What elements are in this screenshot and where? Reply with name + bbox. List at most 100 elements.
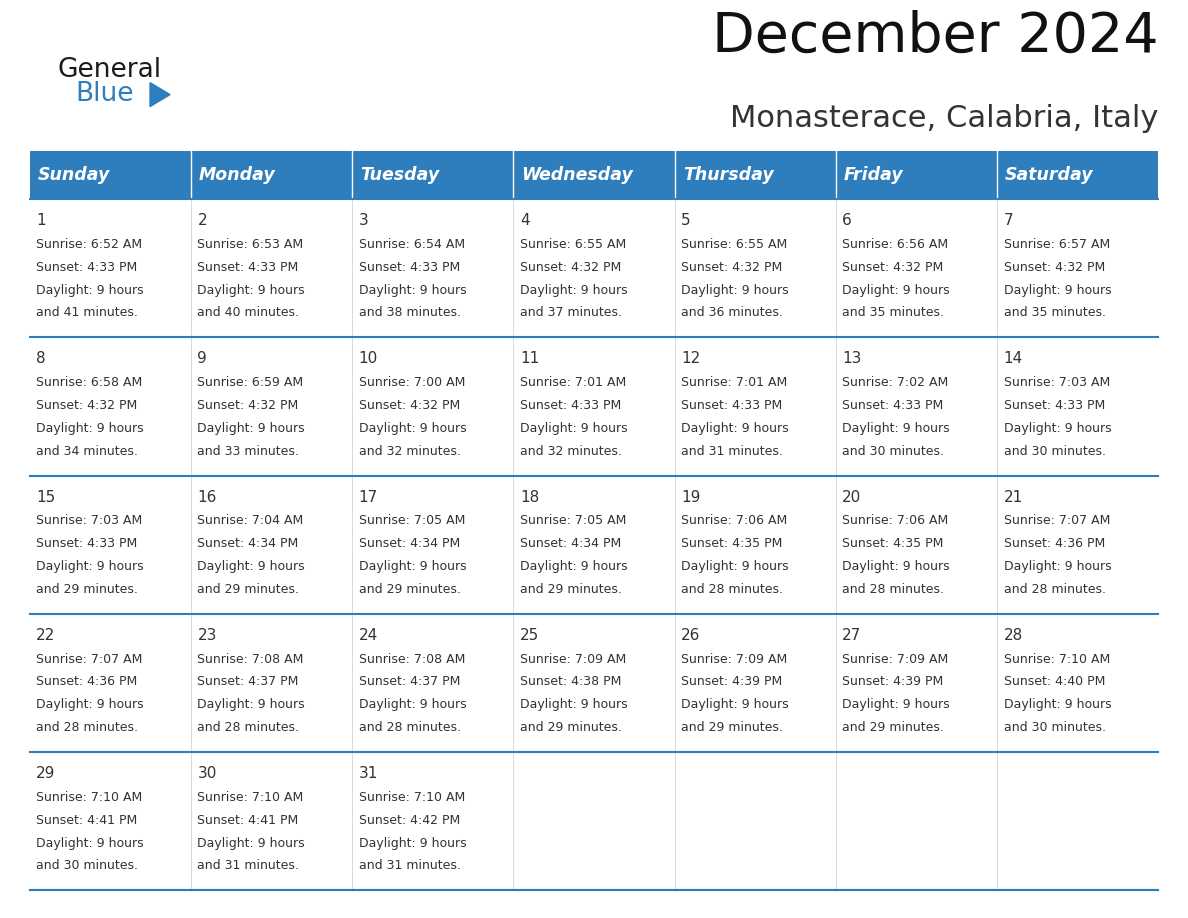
Text: Friday: Friday [843, 166, 904, 185]
Text: Daylight: 9 hours: Daylight: 9 hours [842, 699, 950, 711]
Bar [836, 614, 997, 752]
Text: Monday: Monday [200, 166, 276, 185]
Bar [836, 476, 997, 614]
Bar [513, 752, 675, 890]
Text: Sunset: 4:33 PM: Sunset: 4:33 PM [36, 537, 138, 550]
Text: 16: 16 [197, 489, 216, 505]
Text: and 30 minutes.: and 30 minutes. [36, 859, 138, 872]
Bar [352, 752, 513, 890]
Text: General: General [57, 57, 162, 83]
Bar [675, 476, 836, 614]
Text: Sunrise: 6:56 AM: Sunrise: 6:56 AM [842, 238, 948, 251]
Bar [836, 338, 997, 476]
Text: Sunset: 4:35 PM: Sunset: 4:35 PM [681, 537, 783, 550]
Text: Sunset: 4:34 PM: Sunset: 4:34 PM [520, 537, 621, 550]
Text: 30: 30 [197, 766, 216, 781]
Text: Sunrise: 6:55 AM: Sunrise: 6:55 AM [520, 238, 626, 251]
Text: and 28 minutes.: and 28 minutes. [1004, 583, 1106, 596]
Text: Daylight: 9 hours: Daylight: 9 hours [681, 284, 789, 297]
Text: Sunrise: 7:08 AM: Sunrise: 7:08 AM [197, 653, 304, 666]
Text: 2: 2 [197, 213, 207, 228]
Text: Sunrise: 7:09 AM: Sunrise: 7:09 AM [842, 653, 948, 666]
Text: 4: 4 [520, 213, 530, 228]
Text: Daylight: 9 hours: Daylight: 9 hours [842, 421, 950, 435]
Text: Daylight: 9 hours: Daylight: 9 hours [681, 699, 789, 711]
Text: Daylight: 9 hours: Daylight: 9 hours [359, 421, 466, 435]
Text: 9: 9 [197, 352, 207, 366]
Text: Sunrise: 6:55 AM: Sunrise: 6:55 AM [681, 238, 788, 251]
Text: Daylight: 9 hours: Daylight: 9 hours [1004, 560, 1111, 573]
Bar [191, 151, 352, 199]
Text: Sunset: 4:40 PM: Sunset: 4:40 PM [1004, 676, 1105, 688]
Bar [191, 614, 352, 752]
Text: Daylight: 9 hours: Daylight: 9 hours [36, 836, 144, 849]
Text: and 34 minutes.: and 34 minutes. [36, 444, 138, 457]
Text: Sunset: 4:42 PM: Sunset: 4:42 PM [359, 813, 460, 827]
Text: Sunrise: 7:00 AM: Sunrise: 7:00 AM [359, 376, 465, 389]
Text: 20: 20 [842, 489, 861, 505]
Text: Daylight: 9 hours: Daylight: 9 hours [36, 699, 144, 711]
Text: and 31 minutes.: and 31 minutes. [197, 859, 299, 872]
Bar [675, 614, 836, 752]
Text: and 35 minutes.: and 35 minutes. [1004, 307, 1106, 319]
Text: Wednesday: Wednesday [522, 166, 633, 185]
Bar [513, 151, 675, 199]
Text: 13: 13 [842, 352, 861, 366]
Polygon shape [150, 83, 170, 106]
Text: Sunrise: 6:54 AM: Sunrise: 6:54 AM [359, 238, 465, 251]
Text: 23: 23 [197, 628, 216, 643]
Text: Thursday: Thursday [683, 166, 773, 185]
Text: and 28 minutes.: and 28 minutes. [842, 583, 944, 596]
Bar [997, 476, 1158, 614]
Text: Sunset: 4:34 PM: Sunset: 4:34 PM [197, 537, 298, 550]
Text: 31: 31 [359, 766, 378, 781]
Text: and 29 minutes.: and 29 minutes. [520, 583, 621, 596]
Text: 1: 1 [36, 213, 46, 228]
Text: Daylight: 9 hours: Daylight: 9 hours [520, 284, 627, 297]
Text: and 28 minutes.: and 28 minutes. [681, 583, 783, 596]
Text: Sunrise: 6:58 AM: Sunrise: 6:58 AM [36, 376, 143, 389]
Text: Saturday: Saturday [1005, 166, 1094, 185]
Text: 14: 14 [1004, 352, 1023, 366]
Text: Sunrise: 7:07 AM: Sunrise: 7:07 AM [36, 653, 143, 666]
Text: Sunset: 4:35 PM: Sunset: 4:35 PM [842, 537, 943, 550]
Bar [836, 151, 997, 199]
Text: Sunrise: 7:05 AM: Sunrise: 7:05 AM [359, 514, 465, 528]
Text: and 29 minutes.: and 29 minutes. [842, 722, 944, 734]
Text: Sunset: 4:36 PM: Sunset: 4:36 PM [1004, 537, 1105, 550]
Text: and 36 minutes.: and 36 minutes. [681, 307, 783, 319]
Text: December 2024: December 2024 [712, 10, 1158, 64]
Text: Daylight: 9 hours: Daylight: 9 hours [520, 560, 627, 573]
Text: 10: 10 [359, 352, 378, 366]
Text: and 33 minutes.: and 33 minutes. [197, 444, 299, 457]
Text: Daylight: 9 hours: Daylight: 9 hours [520, 699, 627, 711]
Text: Daylight: 9 hours: Daylight: 9 hours [1004, 699, 1111, 711]
Text: 5: 5 [681, 213, 690, 228]
Bar [352, 338, 513, 476]
Text: Daylight: 9 hours: Daylight: 9 hours [842, 284, 950, 297]
Text: 7: 7 [1004, 213, 1013, 228]
Bar [191, 199, 352, 338]
Text: 26: 26 [681, 628, 701, 643]
Text: Sunset: 4:33 PM: Sunset: 4:33 PM [1004, 399, 1105, 412]
Text: Daylight: 9 hours: Daylight: 9 hours [359, 699, 466, 711]
Bar [675, 338, 836, 476]
Text: 6: 6 [842, 213, 852, 228]
Text: 22: 22 [36, 628, 56, 643]
Text: Daylight: 9 hours: Daylight: 9 hours [197, 699, 305, 711]
Text: 25: 25 [520, 628, 539, 643]
Bar [191, 752, 352, 890]
Text: and 41 minutes.: and 41 minutes. [36, 307, 138, 319]
Text: Sunset: 4:33 PM: Sunset: 4:33 PM [36, 261, 138, 274]
Text: Tuesday: Tuesday [360, 166, 440, 185]
Text: Sunset: 4:33 PM: Sunset: 4:33 PM [197, 261, 298, 274]
Bar [675, 199, 836, 338]
Text: Sunset: 4:39 PM: Sunset: 4:39 PM [842, 676, 943, 688]
Text: 8: 8 [36, 352, 46, 366]
Text: 28: 28 [1004, 628, 1023, 643]
Bar [30, 614, 191, 752]
Bar [30, 151, 191, 199]
Text: 18: 18 [520, 489, 539, 505]
Text: Sunrise: 7:10 AM: Sunrise: 7:10 AM [359, 791, 465, 804]
Text: Sunrise: 7:10 AM: Sunrise: 7:10 AM [36, 791, 143, 804]
